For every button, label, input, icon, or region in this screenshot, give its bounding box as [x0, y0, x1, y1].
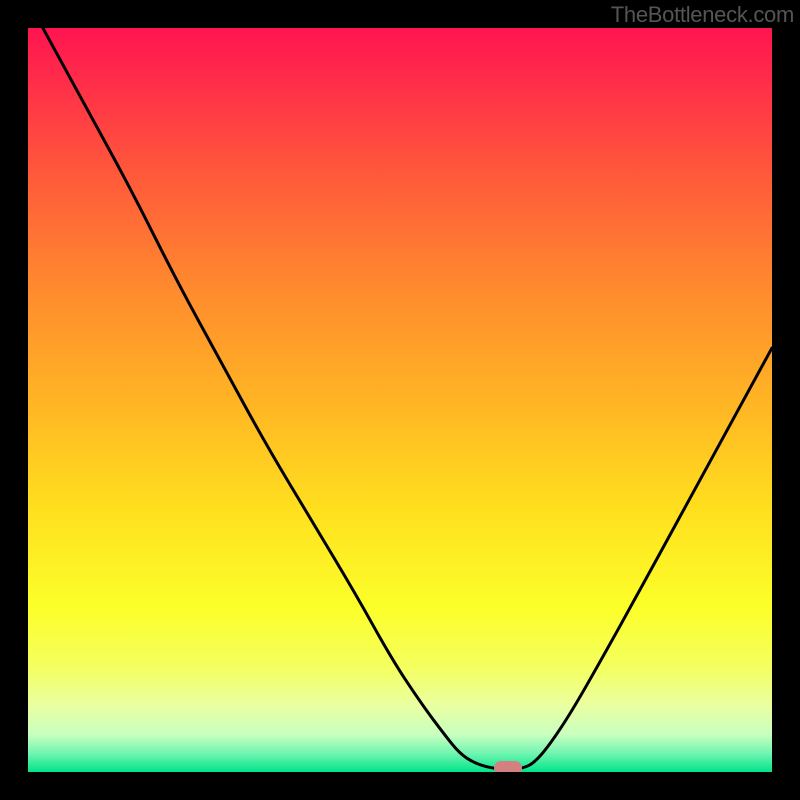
bottleneck-curve [28, 28, 772, 772]
plot-area [28, 28, 772, 772]
chart-container: TheBottleneck.com [0, 0, 800, 800]
minimum-marker [494, 761, 522, 775]
watermark-text: TheBottleneck.com [611, 2, 794, 28]
